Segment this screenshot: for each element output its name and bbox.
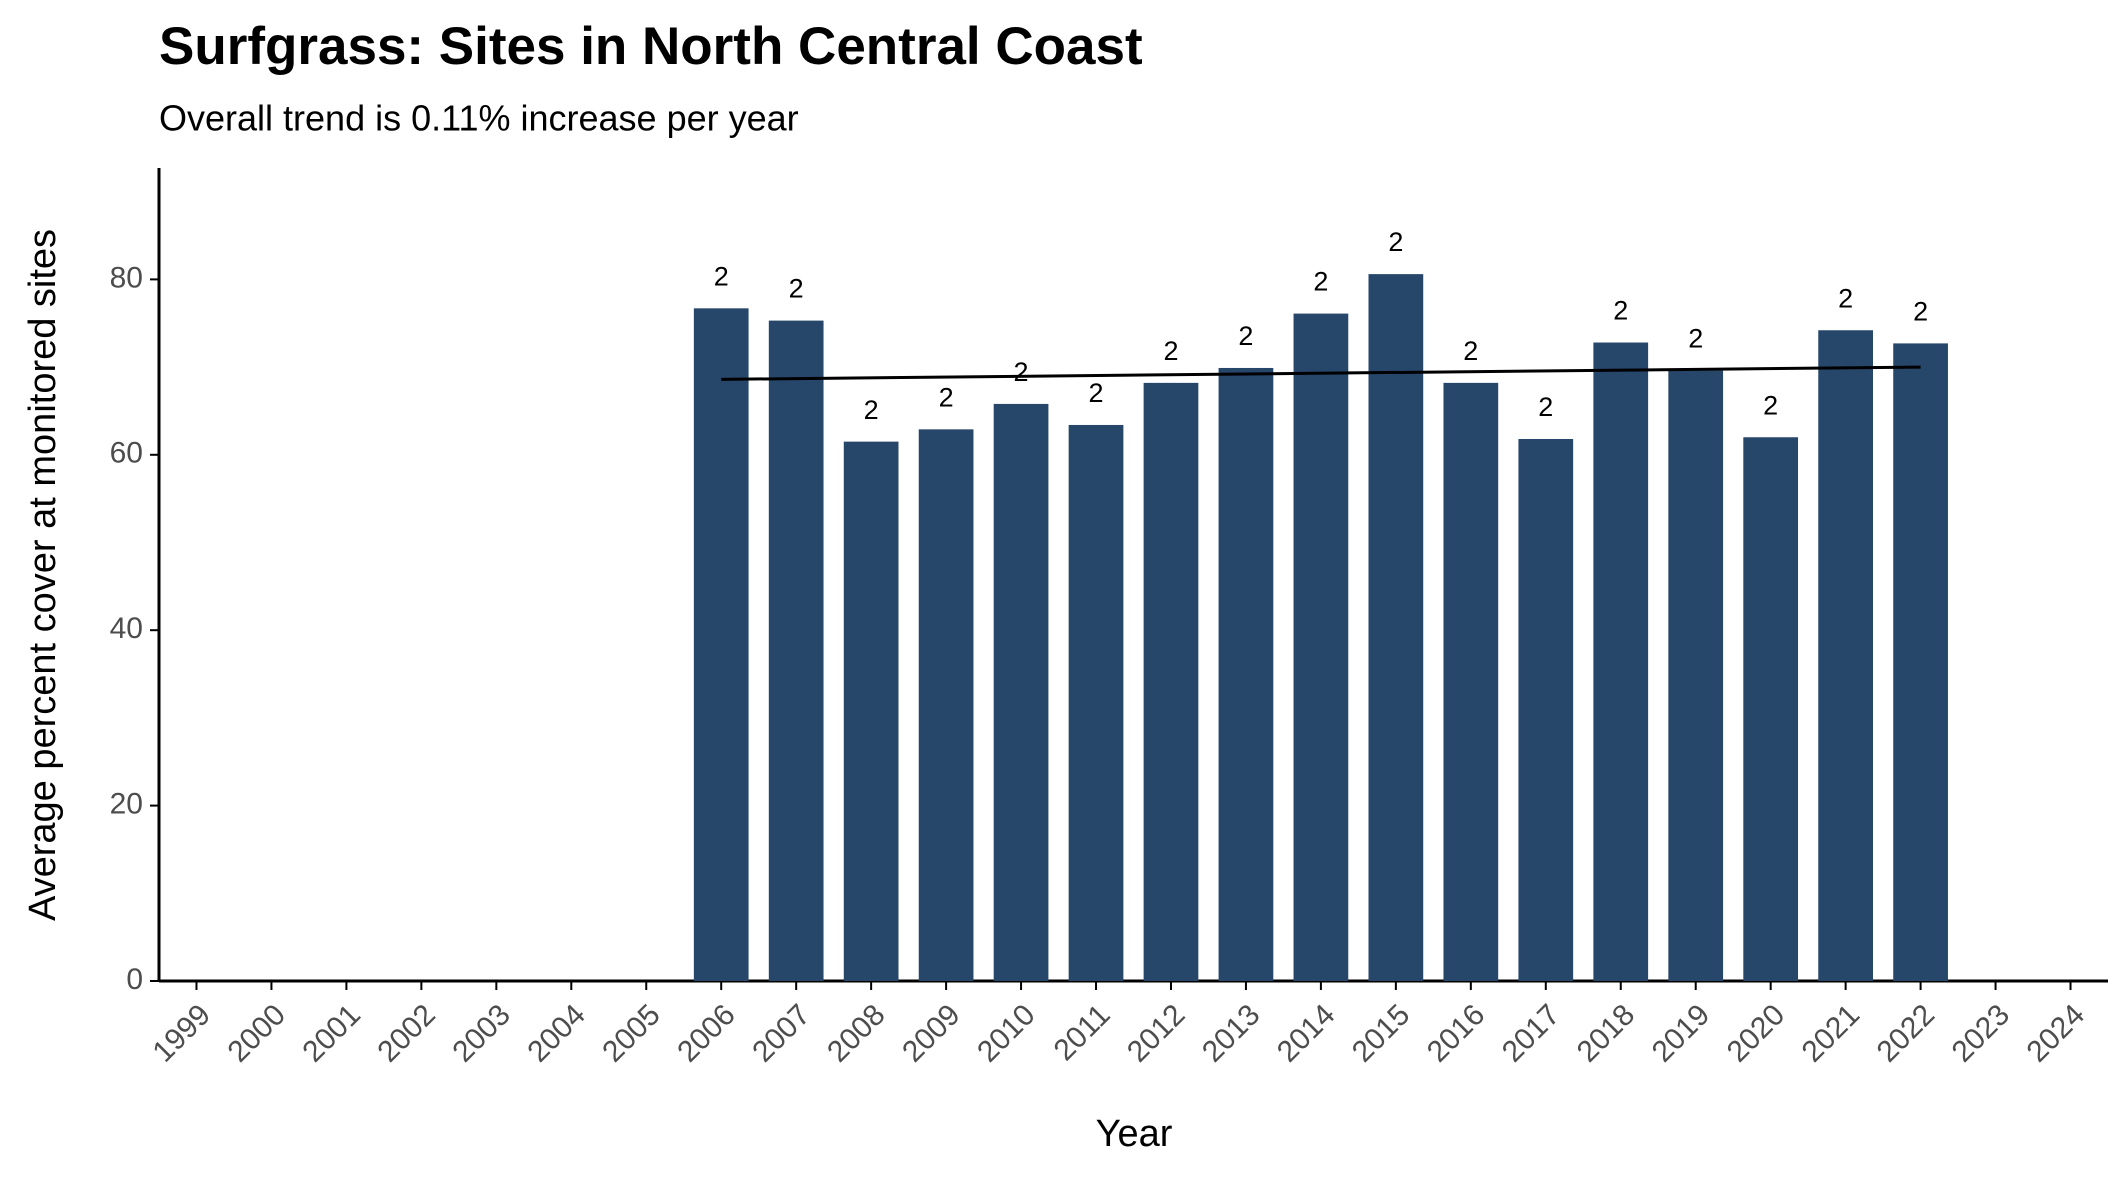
x-tick-label: 2007 — [746, 998, 817, 1069]
y-tick-label: 80 — [110, 261, 143, 294]
bar — [993, 403, 1049, 982]
count-label: 2 — [1613, 296, 1628, 326]
x-tick-label: 2017 — [1496, 998, 1567, 1069]
chart-subtitle: Overall trend is 0.11% increase per year — [159, 98, 799, 139]
count-label: 2 — [1238, 321, 1253, 351]
count-label: 2 — [1763, 390, 1778, 420]
bar — [918, 429, 974, 981]
bar — [1518, 439, 1574, 981]
x-tick-label: 2019 — [1646, 998, 1717, 1069]
bar — [1593, 342, 1649, 982]
x-tick-label: 2024 — [2021, 998, 2092, 1069]
bar — [1068, 424, 1124, 981]
y-tick-label: 40 — [110, 612, 143, 645]
bar — [843, 441, 899, 981]
bar — [1293, 313, 1349, 981]
bar — [1143, 382, 1199, 981]
count-label: 2 — [1463, 336, 1478, 366]
x-tick-label: 2003 — [446, 998, 517, 1069]
bar — [1218, 367, 1274, 981]
x-tick-label: 2002 — [371, 998, 442, 1069]
x-axis-title: Year — [1096, 1113, 1173, 1155]
bar — [1818, 330, 1873, 982]
bar — [768, 320, 824, 981]
count-label: 2 — [789, 274, 804, 304]
y-axis-title: Average percent cover at monitored sites — [22, 229, 64, 921]
bar — [1743, 437, 1799, 981]
x-tick-label: 2014 — [1271, 998, 1342, 1069]
x-tick-label: 2013 — [1196, 998, 1267, 1069]
x-tick-label: 2020 — [1721, 998, 1792, 1069]
x-tick-label: 2016 — [1421, 998, 1492, 1069]
count-label: 2 — [939, 382, 954, 412]
count-label: 2 — [1163, 336, 1178, 366]
x-tick-label: 2006 — [671, 998, 742, 1069]
count-label: 2 — [1089, 378, 1104, 408]
y-tick-label: 20 — [110, 788, 143, 821]
bar — [1443, 382, 1499, 981]
x-tick-label: 2001 — [296, 998, 367, 1069]
x-tick-label: 2008 — [821, 998, 892, 1069]
x-tick-label: 2012 — [1121, 998, 1192, 1069]
x-tick-label: 2023 — [1946, 998, 2017, 1069]
count-label: 2 — [1913, 297, 1928, 327]
x-tick-label: 2015 — [1346, 998, 1417, 1069]
count-label: 2 — [714, 261, 729, 291]
count-label: 2 — [1688, 324, 1703, 354]
y-tick-label: 0 — [126, 963, 143, 996]
y-tick-label: 60 — [110, 437, 143, 470]
x-tick-label: 2011 — [1048, 998, 1117, 1067]
x-tick-label: 2022 — [1871, 998, 1942, 1069]
x-tick-label: 2009 — [896, 998, 967, 1069]
x-tick-label: 2018 — [1571, 998, 1642, 1069]
x-tick-label: 1999 — [146, 998, 217, 1069]
chart-title: Surfgrass: Sites in North Central Coast — [159, 17, 1143, 76]
count-label: 2 — [864, 395, 879, 425]
x-tick-label: 2021 — [1796, 998, 1867, 1069]
x-tick-label: 2010 — [971, 998, 1042, 1069]
count-label: 2 — [1014, 357, 1029, 387]
count-label: 2 — [1838, 283, 1853, 313]
x-tick-label: 2000 — [221, 998, 292, 1069]
bar — [693, 308, 749, 982]
count-label: 2 — [1538, 392, 1553, 422]
bar — [1668, 370, 1724, 981]
bar — [1368, 274, 1424, 981]
trend-line — [721, 365, 1921, 381]
x-tick-label: 2004 — [521, 998, 592, 1069]
count-label: 2 — [1313, 267, 1328, 297]
count-label: 2 — [1388, 227, 1403, 257]
bar — [1893, 343, 1948, 981]
x-tick-label: 2005 — [596, 998, 667, 1069]
